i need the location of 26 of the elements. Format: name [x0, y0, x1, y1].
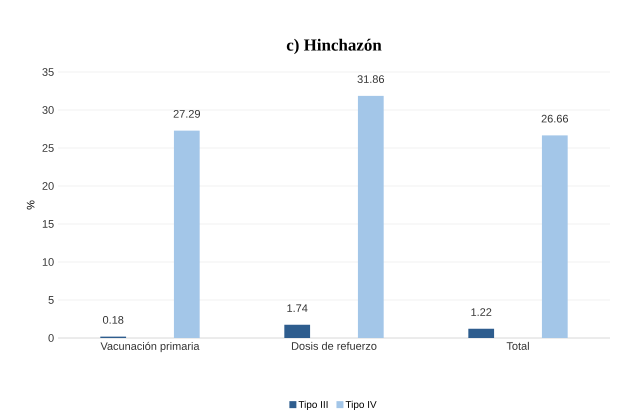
bar: [174, 130, 200, 338]
data-label: 1.22: [471, 308, 492, 316]
x-tick-label: Dosis de refuerzo: [292, 342, 376, 350]
data-label: 27.29: [174, 110, 200, 118]
y-tick-label: 25: [42, 144, 54, 152]
bar: [284, 324, 310, 338]
y-tick-label: 30: [42, 106, 54, 114]
data-label: 1.74: [287, 304, 308, 312]
y-tick-label: 20: [42, 182, 54, 190]
bar: [542, 135, 568, 338]
x-tick-label: Vacunación primaria: [100, 342, 200, 352]
data-label: 26.66: [542, 114, 568, 123]
legend-label: Tipo III: [298, 400, 328, 410]
bar: [358, 96, 384, 338]
y-tick-label: 15: [42, 220, 54, 228]
bar: [468, 328, 494, 338]
y-tick-label: 5: [48, 296, 54, 304]
y-tick-label: 10: [42, 258, 54, 266]
chart-title: c) Hinchazón: [286, 38, 382, 54]
data-label: 31.86: [358, 75, 384, 84]
y-tick-label: 35: [42, 68, 54, 76]
legend-label: Tipo IV: [346, 400, 377, 410]
data-label: 0.18: [102, 316, 124, 324]
y-axis-title: %: [26, 200, 34, 210]
x-tick-label: Total: [506, 342, 529, 350]
y-tick-label: 0: [48, 334, 54, 342]
